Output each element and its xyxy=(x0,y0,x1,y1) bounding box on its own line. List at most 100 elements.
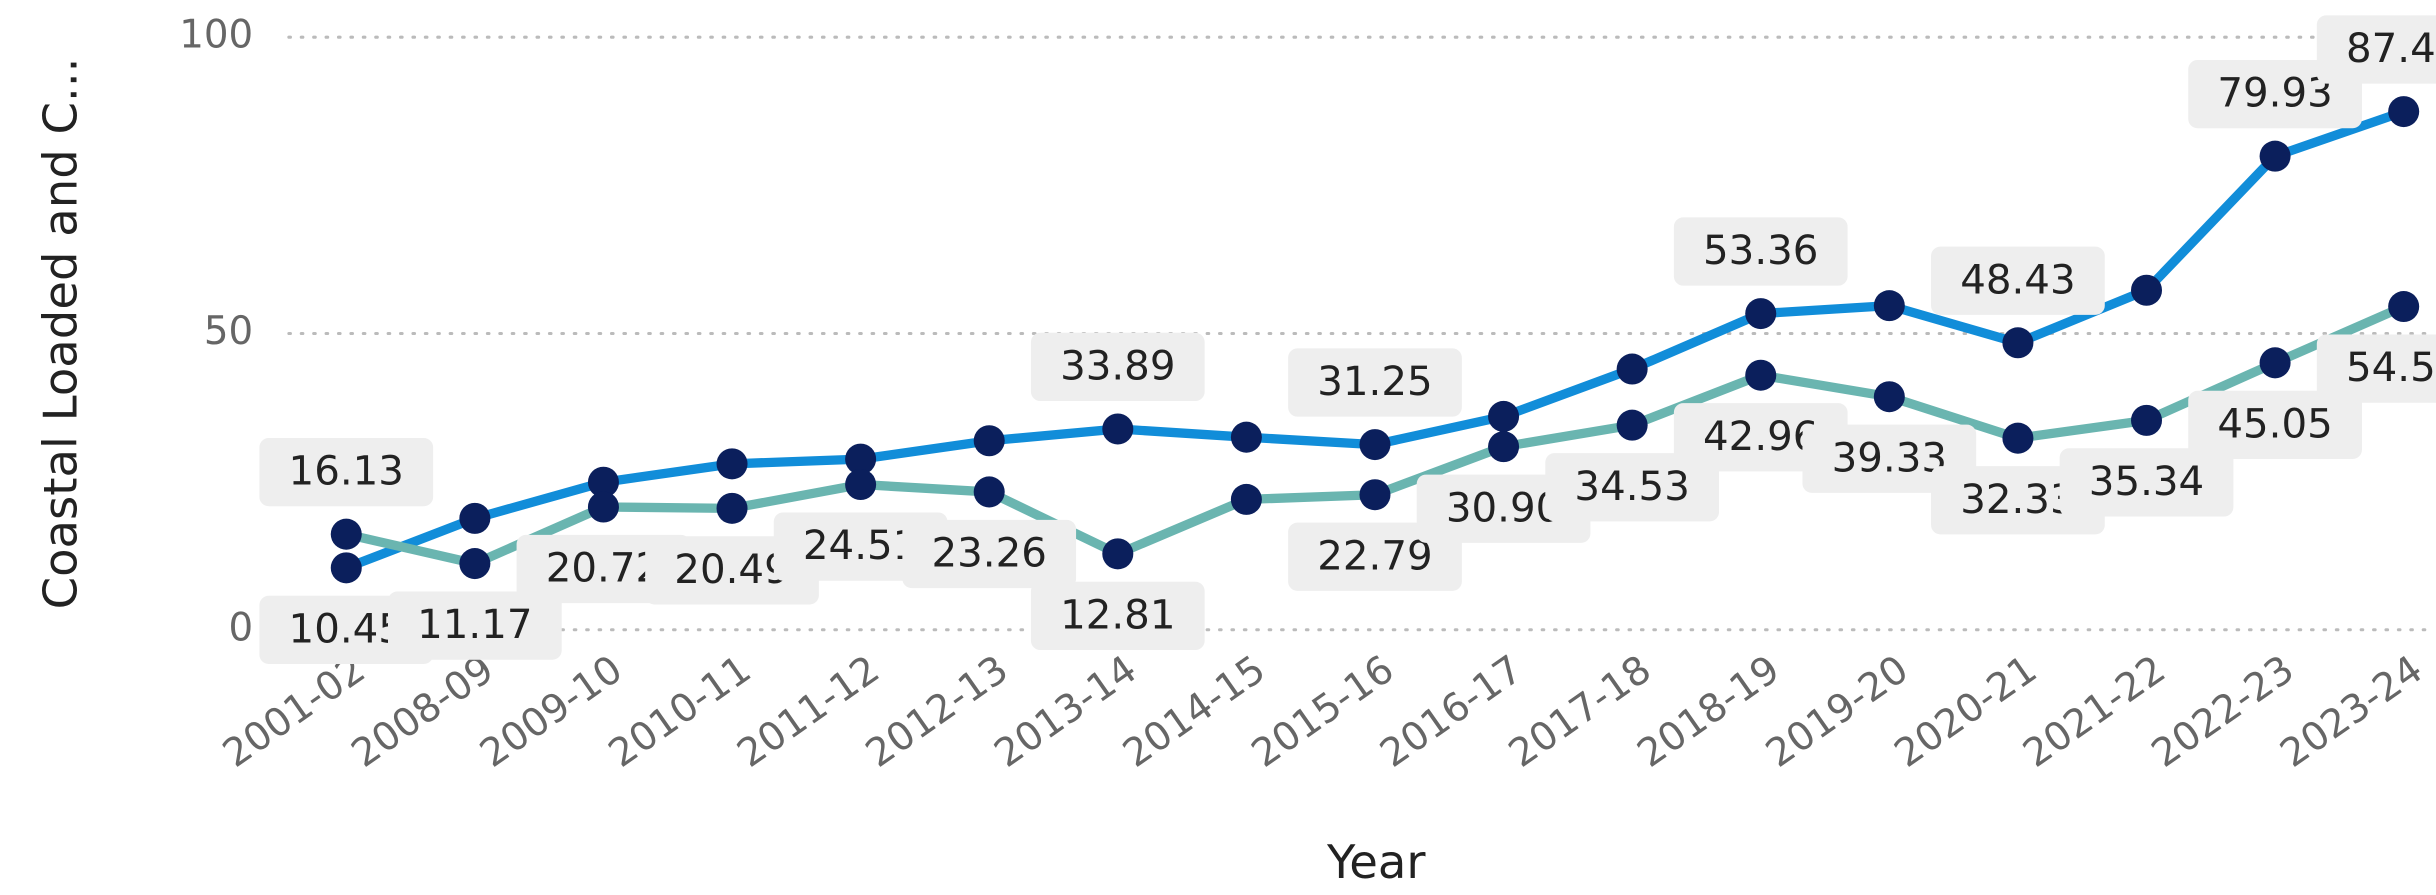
marker xyxy=(1745,298,1777,330)
x-tick-label: 2017-18 xyxy=(1501,647,1660,777)
marker xyxy=(973,476,1005,508)
x-tick-label: 2011-12 xyxy=(729,647,888,777)
data-label: 35.34 xyxy=(2059,448,2234,517)
marker xyxy=(330,552,362,584)
marker xyxy=(2002,327,2034,359)
marker xyxy=(1616,353,1648,385)
marker xyxy=(1359,429,1391,461)
marker xyxy=(1488,431,1520,463)
x-tick-label: 2012-13 xyxy=(858,647,1017,777)
data-label-text: 16.13 xyxy=(289,448,404,495)
marker xyxy=(1102,538,1134,570)
data-label-text: 42.96 xyxy=(1703,413,1818,460)
data-label: 87.45 xyxy=(2316,15,2436,84)
marker xyxy=(2259,347,2291,379)
x-tick-label: 2014-15 xyxy=(1115,647,1274,777)
marker xyxy=(2130,404,2163,436)
data-label-text: 24.51 xyxy=(803,522,918,569)
x-tick-label: 2018-19 xyxy=(1630,647,1789,777)
data-label-text: 53.36 xyxy=(1703,227,1818,274)
marker xyxy=(2388,291,2420,323)
data-label-box xyxy=(1288,348,1462,417)
data-label-text: 20.49 xyxy=(674,546,789,593)
data-label-box xyxy=(2316,15,2436,84)
x-tick-label: 2010-11 xyxy=(601,647,760,777)
x-tick-label: 2013-14 xyxy=(987,647,1146,777)
marker xyxy=(330,518,362,550)
y-tick-label: 0 xyxy=(229,605,254,650)
y-tick-label: 50 xyxy=(204,309,253,354)
data-label: 33.89 xyxy=(1030,332,1205,402)
data-label-text: 45.05 xyxy=(2217,400,2332,447)
y-tick-label: 100 xyxy=(179,13,253,58)
marker xyxy=(587,466,619,498)
data-label-text: 10.45 xyxy=(289,605,404,652)
x-tick-label: 2001-02 xyxy=(215,647,374,777)
data-label: 16.13 xyxy=(259,438,434,507)
marker xyxy=(1359,479,1391,511)
data-label: 12.81 xyxy=(1030,581,1205,651)
x-tick-label: 2023-24 xyxy=(2272,647,2431,777)
data-label: 45.05 xyxy=(2188,390,2362,459)
marker xyxy=(716,492,748,524)
data-label-box xyxy=(902,519,1077,589)
marker xyxy=(973,425,1005,457)
data-label: 54.55 xyxy=(2316,334,2436,403)
data-label-text: 48.43 xyxy=(1960,256,2075,303)
data-label-box xyxy=(2316,334,2436,403)
marker xyxy=(1616,409,1648,441)
data-label-box xyxy=(2059,448,2234,517)
data-label-text: 32.33 xyxy=(1960,476,2075,523)
data-label-box xyxy=(1931,246,2105,315)
marker xyxy=(1230,421,1262,453)
marker xyxy=(1873,381,1905,413)
data-label: 23.26 xyxy=(902,519,1077,589)
data-label: 79.93 xyxy=(2188,59,2362,129)
marker xyxy=(1230,483,1262,515)
data-label-box xyxy=(1030,332,1205,402)
data-label-text: 79.93 xyxy=(2217,70,2332,117)
data-label-box xyxy=(1030,581,1205,651)
marker xyxy=(1488,400,1520,432)
data-label-text: 34.53 xyxy=(1574,463,1689,510)
marker xyxy=(845,443,877,475)
data-label-box xyxy=(2188,390,2362,459)
data-label: 11.17 xyxy=(387,591,562,660)
marker xyxy=(2388,96,2420,128)
marker xyxy=(1873,290,1905,322)
x-tick-label: 2009-10 xyxy=(472,647,631,777)
x-tick-label: 2016-17 xyxy=(1372,647,1531,777)
marker xyxy=(716,448,748,480)
marker xyxy=(845,469,877,501)
data-label-box xyxy=(1288,522,1462,591)
marker xyxy=(1102,413,1134,445)
marker xyxy=(2130,274,2163,306)
data-label-text: 33.89 xyxy=(1060,342,1175,389)
x-tick-label: 2020-21 xyxy=(1887,647,2046,777)
data-label-text: 23.26 xyxy=(931,530,1046,577)
x-tick-label: 2022-23 xyxy=(2144,647,2303,777)
y-axis-title: Coastal Loaded and C... xyxy=(33,58,87,610)
data-label: 53.36 xyxy=(1673,217,1848,286)
data-label-box xyxy=(1545,453,1720,522)
x-tick-label: 2008-09 xyxy=(344,647,503,777)
marker xyxy=(587,491,619,523)
data-label: 22.79 xyxy=(1288,522,1462,591)
marker xyxy=(2259,140,2291,172)
x-tick-label: 2021-22 xyxy=(2015,647,2174,777)
data-label-text: 30.90 xyxy=(1446,484,1561,531)
data-label-text: 54.55 xyxy=(2346,344,2436,391)
data-label: 34.53 xyxy=(1545,453,1720,522)
marker xyxy=(459,502,491,534)
data-label: 31.25 xyxy=(1288,348,1462,417)
data-label-text: 31.25 xyxy=(1317,358,1432,405)
x-tick-label: 2015-16 xyxy=(1244,647,1403,777)
marker xyxy=(459,548,491,580)
data-label-box xyxy=(387,591,562,660)
marker xyxy=(1745,359,1777,391)
data-label-text: 12.81 xyxy=(1060,591,1175,638)
data-label-text: 87.45 xyxy=(2346,25,2436,72)
data-label-box xyxy=(1673,217,1848,286)
data-label: 48.43 xyxy=(1931,246,2105,315)
